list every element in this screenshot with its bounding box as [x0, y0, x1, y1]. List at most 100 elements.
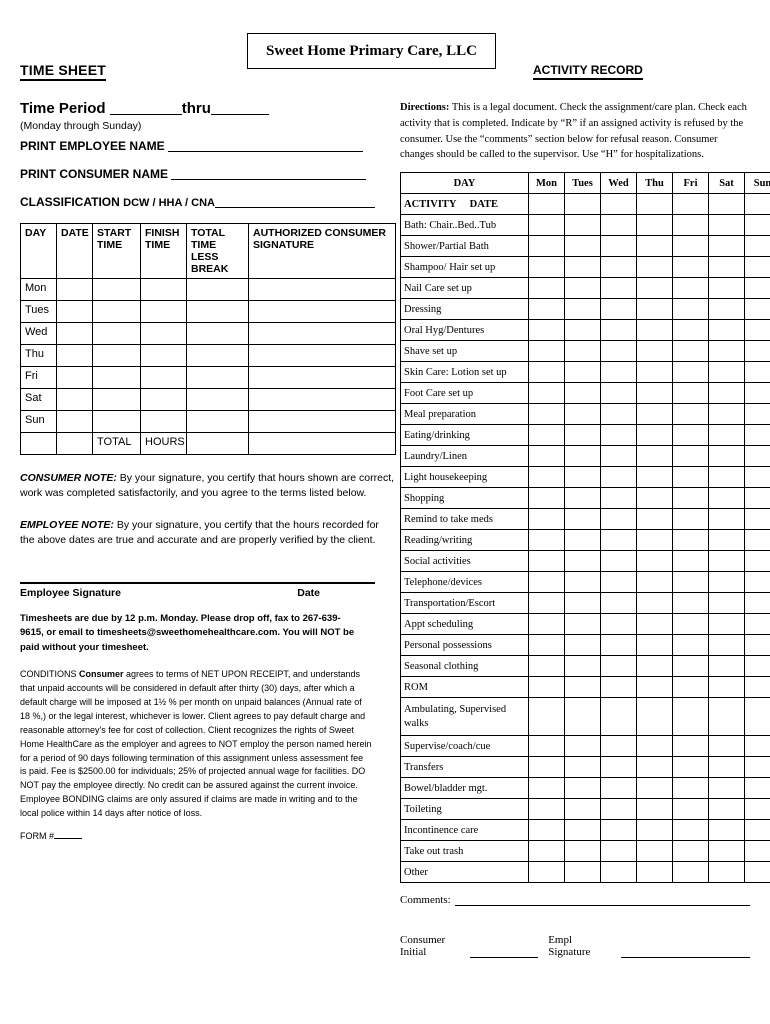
activity-check-mon[interactable]	[528, 487, 565, 509]
activity-check-wed[interactable]	[600, 840, 637, 862]
activity-check-sat[interactable]	[708, 256, 745, 278]
activity-check-mon[interactable]	[528, 445, 565, 467]
activity-check-thu[interactable]	[636, 445, 673, 467]
activity-check-sat[interactable]	[708, 571, 745, 593]
activity-check-mon[interactable]	[528, 861, 565, 883]
comments-blank[interactable]	[454, 894, 750, 906]
activity-check-sun[interactable]	[744, 756, 770, 778]
activity-check-mon[interactable]	[528, 403, 565, 425]
activity-check-thu[interactable]	[636, 508, 673, 530]
activity-check-fri[interactable]	[672, 487, 709, 509]
activity-check-fri[interactable]	[672, 592, 709, 614]
activity-check-wed[interactable]	[600, 550, 637, 572]
activity-check-mon[interactable]	[528, 697, 565, 736]
activity-check-sat[interactable]	[708, 634, 745, 656]
activity-check-thu[interactable]	[636, 487, 673, 509]
activity-check-sat[interactable]	[708, 529, 745, 551]
activity-check-fri[interactable]	[672, 403, 709, 425]
activity-check-tues[interactable]	[564, 319, 601, 341]
activity-check-sat[interactable]	[708, 613, 745, 635]
activity-check-sat[interactable]	[708, 235, 745, 257]
activity-check-tues[interactable]	[564, 655, 601, 677]
activity-check-thu[interactable]	[636, 403, 673, 425]
start-sat[interactable]	[92, 388, 141, 412]
start-sun[interactable]	[92, 410, 141, 434]
activity-check-mon[interactable]	[528, 756, 565, 778]
signature-sun[interactable]	[248, 410, 396, 434]
activity-check-sat[interactable]	[708, 508, 745, 530]
activity-check-wed[interactable]	[600, 445, 637, 467]
activity-check-fri[interactable]	[672, 756, 709, 778]
activity-check-sat[interactable]	[708, 550, 745, 572]
date-mon[interactable]	[56, 278, 93, 302]
activity-check-tues[interactable]	[564, 861, 601, 883]
activity-check-wed[interactable]	[600, 403, 637, 425]
activity-check-sun[interactable]	[744, 550, 770, 572]
activity-check-tues[interactable]	[564, 277, 601, 299]
activity-check-thu[interactable]	[636, 361, 673, 383]
activity-check-mon[interactable]	[528, 214, 565, 236]
activity-check-fri[interactable]	[672, 382, 709, 404]
activity-check-fri[interactable]	[672, 613, 709, 635]
activity-check-thu[interactable]	[636, 634, 673, 656]
signature-rule[interactable]	[20, 582, 375, 585]
activity-check-tues[interactable]	[564, 487, 601, 509]
activity-check-sun[interactable]	[744, 361, 770, 383]
activity-check-mon[interactable]	[528, 256, 565, 278]
total-wed[interactable]	[186, 322, 249, 346]
activity-check-wed[interactable]	[600, 487, 637, 509]
activity-check-sun[interactable]	[744, 613, 770, 635]
activity-check-sat[interactable]	[708, 777, 745, 799]
activity-check-tues[interactable]	[564, 592, 601, 614]
activity-check-mon[interactable]	[528, 571, 565, 593]
activity-check-wed[interactable]	[600, 735, 637, 757]
activity-check-sat[interactable]	[708, 735, 745, 757]
activity-check-sun[interactable]	[744, 445, 770, 467]
print-employee-name-blank[interactable]	[168, 139, 364, 152]
finish-sun[interactable]	[140, 410, 187, 434]
activity-check-thu[interactable]	[636, 256, 673, 278]
activity-check-tues[interactable]	[564, 361, 601, 383]
activity-check-sun[interactable]	[744, 403, 770, 425]
start-wed[interactable]	[92, 322, 141, 346]
activity-check-thu[interactable]	[636, 319, 673, 341]
activity-check-mon[interactable]	[528, 382, 565, 404]
activity-check-fri[interactable]	[672, 798, 709, 820]
activity-check-wed[interactable]	[600, 655, 637, 677]
activity-check-sat[interactable]	[708, 382, 745, 404]
activity-check-mon[interactable]	[528, 819, 565, 841]
activity-check-wed[interactable]	[600, 508, 637, 530]
activity-check-sun[interactable]	[744, 277, 770, 299]
activity-check-mon[interactable]	[528, 361, 565, 383]
finish-fri[interactable]	[140, 366, 187, 390]
activity-check-wed[interactable]	[600, 529, 637, 551]
activity-check-thu[interactable]	[636, 529, 673, 551]
activity-check-fri[interactable]	[672, 777, 709, 799]
activity-check-tues[interactable]	[564, 214, 601, 236]
activity-check-mon[interactable]	[528, 277, 565, 299]
activity-check-sun[interactable]	[744, 592, 770, 614]
activity-check-mon[interactable]	[528, 508, 565, 530]
activity-check-thu[interactable]	[636, 756, 673, 778]
date-cell-fri[interactable]	[672, 193, 709, 215]
activity-check-thu[interactable]	[636, 424, 673, 446]
activity-check-thu[interactable]	[636, 798, 673, 820]
activity-check-sun[interactable]	[744, 424, 770, 446]
finish-tues[interactable]	[140, 300, 187, 324]
activity-check-sat[interactable]	[708, 298, 745, 320]
activity-check-sun[interactable]	[744, 298, 770, 320]
activity-check-tues[interactable]	[564, 340, 601, 362]
activity-check-wed[interactable]	[600, 382, 637, 404]
activity-check-tues[interactable]	[564, 756, 601, 778]
activity-check-tues[interactable]	[564, 445, 601, 467]
activity-check-sat[interactable]	[708, 277, 745, 299]
activity-check-tues[interactable]	[564, 466, 601, 488]
activity-check-fri[interactable]	[672, 466, 709, 488]
activity-check-sun[interactable]	[744, 487, 770, 509]
activity-check-fri[interactable]	[672, 861, 709, 883]
activity-check-sun[interactable]	[744, 798, 770, 820]
activity-check-mon[interactable]	[528, 735, 565, 757]
activity-check-thu[interactable]	[636, 777, 673, 799]
activity-check-thu[interactable]	[636, 382, 673, 404]
activity-check-wed[interactable]	[600, 592, 637, 614]
